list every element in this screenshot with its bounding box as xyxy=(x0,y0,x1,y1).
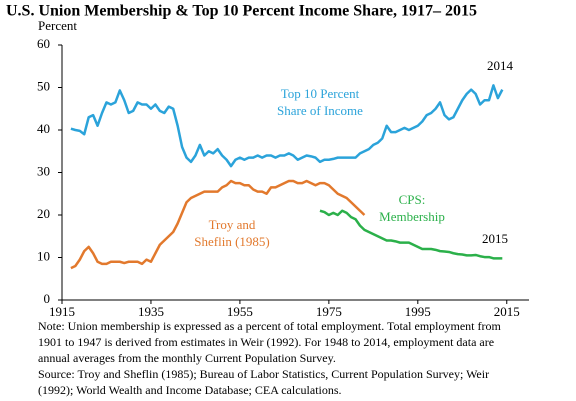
x-tick-label: 2015 xyxy=(494,304,520,319)
end-label: 2015 xyxy=(482,231,508,246)
series-line xyxy=(70,179,366,270)
series-label: Membership xyxy=(379,209,445,224)
y-tick-label: 10 xyxy=(37,248,50,263)
series-label: CPS: xyxy=(399,192,426,207)
y-tick-label: 30 xyxy=(37,163,50,178)
y-tick-label: 50 xyxy=(37,78,50,93)
note-line: Source: Troy and Sheflin (1985); Bureau … xyxy=(38,367,489,381)
note-line: (1992); World Wealth and Income Database… xyxy=(38,383,342,397)
series-line xyxy=(319,209,503,260)
y-tick-label: 60 xyxy=(37,36,50,51)
x-tick-label: 1935 xyxy=(138,304,164,319)
series-label: Sheflin (1985) xyxy=(194,234,269,249)
x-tick-label: 1915 xyxy=(49,304,75,319)
x-tick-label: 1975 xyxy=(316,304,342,319)
end-label: 2014 xyxy=(487,58,514,73)
chart-title: U.S. Union Membership & Top 10 Percent I… xyxy=(6,3,477,20)
note-line: annual averages from the monthly Current… xyxy=(38,351,336,365)
note-line: Note: Union membership is expressed as a… xyxy=(38,319,501,333)
series-label: Share of Income xyxy=(277,103,363,118)
y-tick-label: 40 xyxy=(37,121,50,136)
note-line: 1901 to 1947 is derived from estimates i… xyxy=(38,335,494,349)
series-label: Top 10 Percent xyxy=(281,86,360,101)
x-tick-label: 1995 xyxy=(405,304,431,319)
x-tick-label: 1955 xyxy=(227,304,253,319)
y-tick-label: 0 xyxy=(44,291,51,306)
series-line xyxy=(70,84,504,168)
y-tick-label: 20 xyxy=(37,206,50,221)
series-label: Troy and xyxy=(209,217,256,232)
y-axis-label: Percent xyxy=(38,18,77,33)
